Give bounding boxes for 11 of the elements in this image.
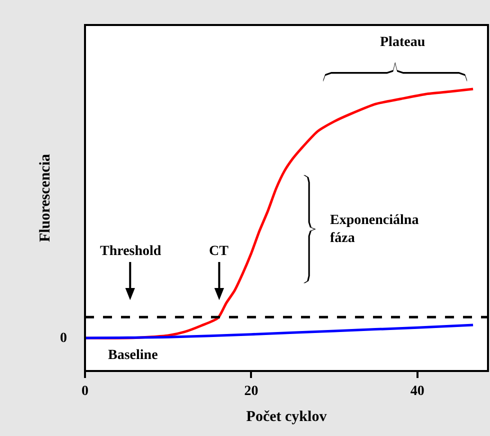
text: 0 [60,331,67,346]
x-axis-title: Počet cyklov [246,408,328,425]
annotation: CT [209,244,230,259]
x-tick-label: 0 [82,384,88,399]
annotation: Threshold [100,244,162,259]
y-axis-title: Fluorescencia [37,153,54,242]
annotation: Exponenciálna fáza [330,213,419,246]
x-tick-label: 20 [244,384,258,399]
x-tick-label: 40 [410,384,424,399]
text: Plateau [380,35,426,50]
annotation: Baseline [108,348,158,363]
